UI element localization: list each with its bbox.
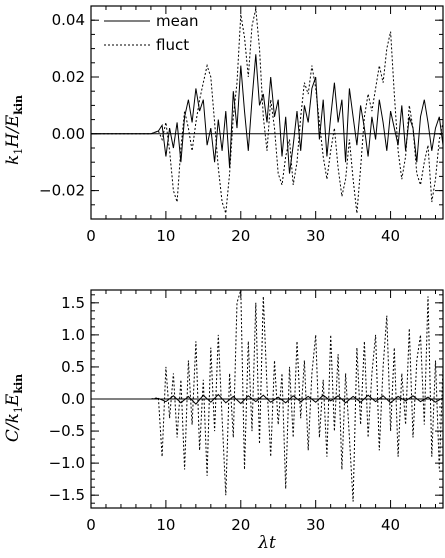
bottom-ytick-label: −1.5 — [49, 486, 85, 504]
legend-mean-label: mean — [156, 12, 199, 30]
top-ytick-label: 0.02 — [52, 68, 85, 86]
top-series-fluct — [91, 8, 443, 214]
bottom-panel: C/k1Ekin λt 0 10 20 30 40 −1.5 −1.0 −0.5 0.0 0.5 1… — [3, 289, 444, 553]
top-ylabel: k1H/Ekin — [3, 95, 25, 165]
top-panel: k1H/Ekin mean fluct 0 10 20 30 40 −0.02 0.00 0.… — [3, 5, 444, 245]
top-series-mean — [91, 54, 443, 174]
legend: mean fluct — [104, 12, 199, 54]
bottom-ylabel: C/k1Ekin — [3, 374, 25, 442]
legend-fluct-label: fluct — [156, 36, 189, 54]
bottom-xtick-label: 20 — [231, 516, 250, 534]
bottom-ytick-label: 0.5 — [61, 358, 85, 376]
bottom-ytick-label: 1.5 — [61, 294, 85, 312]
top-xtick-label: 20 — [231, 227, 250, 245]
bottom-xtick-label: 40 — [381, 516, 400, 534]
top-xtick-label: 40 — [381, 227, 400, 245]
top-ytick-label: 0.00 — [52, 125, 85, 143]
top-xtick-label: 0 — [86, 227, 96, 245]
bottom-ytick-label: −1.0 — [49, 454, 85, 472]
top-xtick-label: 30 — [306, 227, 325, 245]
top-ytick-label: −0.02 — [39, 182, 85, 200]
top-xtick-label: 10 — [156, 227, 175, 245]
bottom-xlabel: λt — [257, 533, 276, 553]
bottom-series-dashed — [91, 290, 443, 502]
bottom-ytick-label: −0.5 — [49, 422, 85, 440]
bottom-xtick-label: 30 — [306, 516, 325, 534]
bottom-ytick-label: 1.0 — [61, 326, 85, 344]
top-axes-frame — [90, 5, 444, 220]
bottom-xtick-label: 0 — [86, 516, 96, 534]
top-ytick-label: 0.04 — [52, 11, 85, 29]
bottom-xtick-label: 10 — [156, 516, 175, 534]
bottom-ytick-label: 0.0 — [61, 390, 85, 408]
